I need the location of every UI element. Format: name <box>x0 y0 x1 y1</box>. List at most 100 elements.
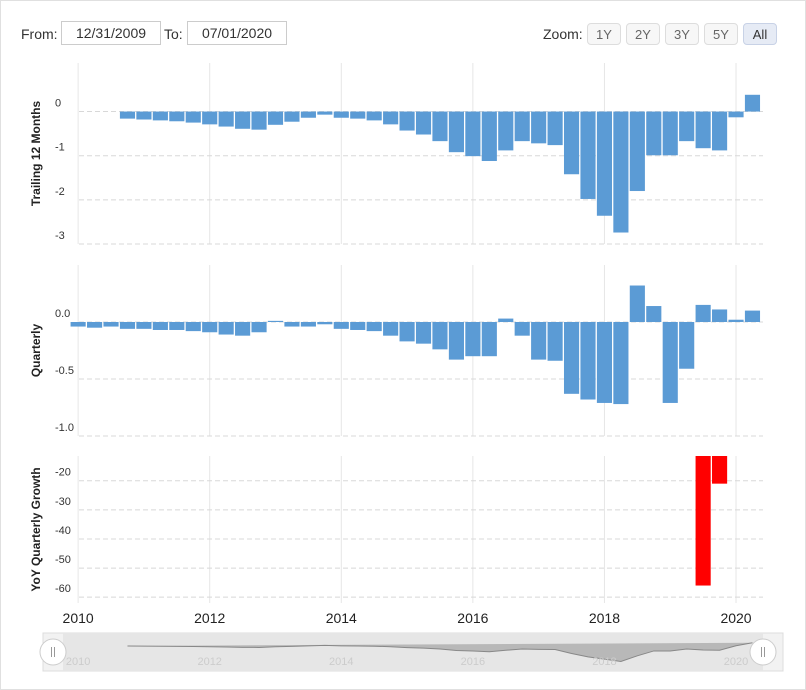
y-tick-label: -1 <box>55 142 65 154</box>
y-tick-label: -3 <box>55 230 65 242</box>
bar <box>563 322 580 394</box>
zoom-button[interactable]: 1Y <box>587 23 621 45</box>
bar <box>136 322 152 329</box>
navigator-handle[interactable] <box>749 638 777 666</box>
bar <box>695 304 711 322</box>
bar <box>202 111 218 125</box>
navigator-label: 2018 <box>592 656 616 668</box>
bar <box>629 111 645 192</box>
zoom-button[interactable]: 3Y <box>665 23 699 45</box>
bar <box>432 111 448 142</box>
bar <box>218 322 234 335</box>
bar <box>563 111 580 175</box>
bar <box>251 322 267 333</box>
bar <box>366 322 382 332</box>
bar <box>267 111 284 125</box>
bar <box>284 322 300 327</box>
bar <box>465 111 481 157</box>
y-tick-label: -1.0 <box>55 422 74 434</box>
bar <box>514 111 530 142</box>
bar <box>531 111 547 144</box>
bar <box>350 322 366 330</box>
x-tick-label: 2020 <box>720 610 751 626</box>
bar <box>152 322 168 330</box>
bar <box>350 111 366 119</box>
bar <box>547 322 563 361</box>
navigator-window <box>63 633 763 671</box>
bar <box>185 111 201 123</box>
from-input[interactable]: 12/31/2009 <box>61 21 161 45</box>
x-tick-label: 2018 <box>589 610 620 626</box>
x-tick-label: 2010 <box>63 610 94 626</box>
y-tick-label: -30 <box>55 496 71 508</box>
y-axis-title: YoY Quarterly Growth <box>29 467 43 591</box>
y-tick-label: -50 <box>55 554 71 566</box>
to-label: To: <box>164 26 183 42</box>
y-axis-title: Quarterly <box>29 323 43 377</box>
zoom-button[interactable]: All <box>743 23 777 45</box>
bar <box>366 111 382 121</box>
bar <box>119 111 136 119</box>
bar <box>70 322 86 327</box>
bar <box>300 111 316 118</box>
bar <box>481 111 497 162</box>
bar <box>728 319 744 322</box>
bar <box>596 111 613 216</box>
bar <box>744 94 761 112</box>
bar <box>284 111 300 122</box>
zoom-button[interactable]: 2Y <box>626 23 660 45</box>
bar <box>218 111 234 127</box>
bar <box>531 322 547 360</box>
bar <box>383 322 399 336</box>
bar <box>169 322 185 330</box>
navigator-label: 2020 <box>724 656 748 668</box>
y-tick-label: -0.5 <box>55 365 74 377</box>
y-axis-title: Trailing 12 Months <box>29 101 43 207</box>
navigator-handle[interactable] <box>39 638 67 666</box>
bar <box>596 322 613 403</box>
bar <box>498 318 514 322</box>
bar <box>580 111 596 199</box>
bar <box>432 322 448 350</box>
bar <box>712 111 728 151</box>
bar <box>448 322 464 360</box>
bar <box>119 322 136 329</box>
bar <box>152 111 168 121</box>
zoom-label: Zoom: <box>543 26 583 42</box>
bar <box>498 111 514 151</box>
bar <box>514 322 530 336</box>
bar <box>662 322 678 403</box>
bar <box>728 111 744 118</box>
bar <box>235 111 251 129</box>
bar <box>712 456 728 484</box>
bar <box>415 322 432 344</box>
zoom-button[interactable]: 5Y <box>704 23 738 45</box>
bar <box>87 322 103 328</box>
bar <box>580 322 596 400</box>
bar <box>169 111 185 122</box>
to-input[interactable]: 07/01/2020 <box>187 21 287 45</box>
bar <box>333 111 349 118</box>
bar <box>317 111 333 115</box>
bar <box>695 456 711 586</box>
navigator-label: 2014 <box>329 656 353 668</box>
bar <box>744 310 761 322</box>
bar <box>415 111 432 135</box>
y-tick-label: 0.0 <box>55 308 70 320</box>
y-tick-label: -20 <box>55 467 71 479</box>
bar <box>629 285 645 322</box>
bar <box>679 111 695 142</box>
bar <box>399 111 415 131</box>
y-tick-label: -2 <box>55 186 65 198</box>
bar <box>399 322 415 342</box>
bar <box>448 111 464 153</box>
bar <box>202 322 218 333</box>
navigator-label: 2010 <box>66 656 90 668</box>
bar <box>317 322 333 325</box>
bar <box>646 306 662 322</box>
bar <box>235 322 251 336</box>
bar <box>103 322 119 327</box>
navigator-label: 2012 <box>197 656 221 668</box>
bar <box>679 322 695 369</box>
